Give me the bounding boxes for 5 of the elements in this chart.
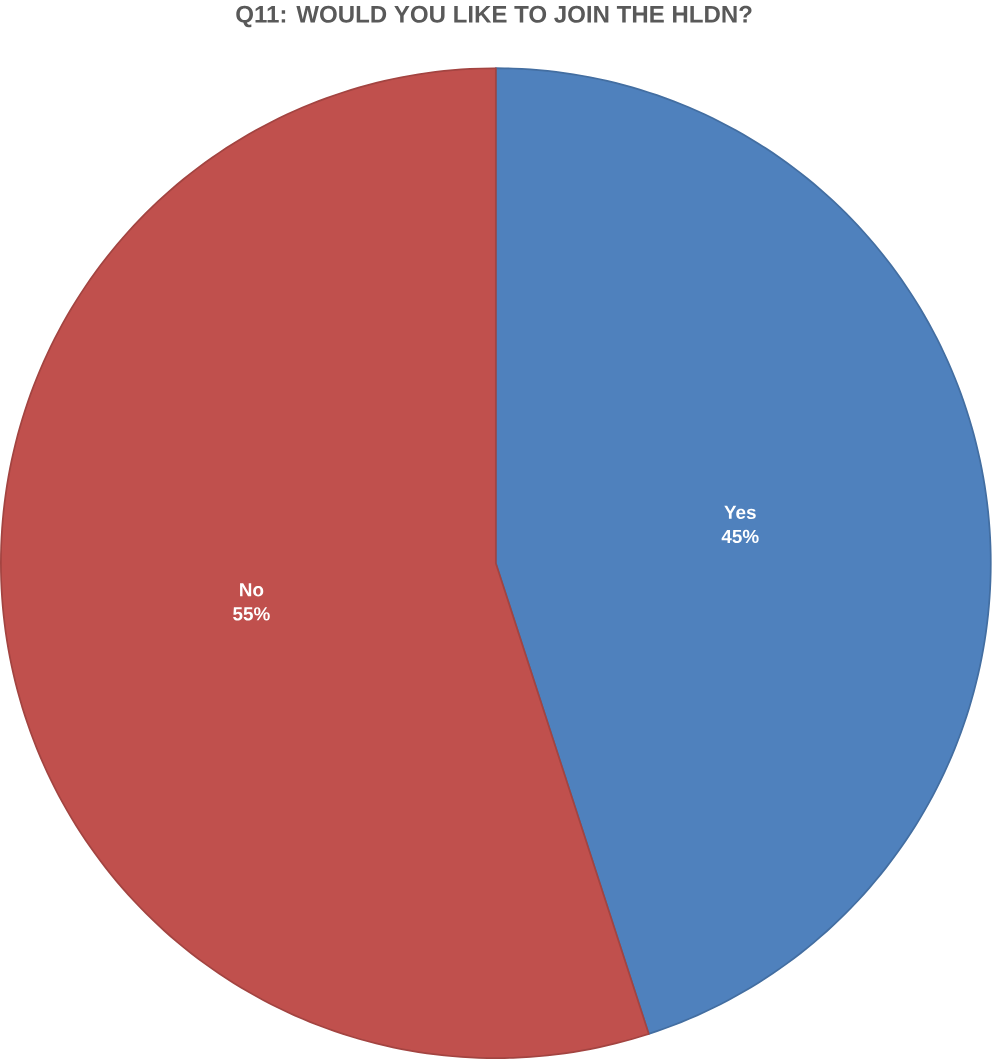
data-label: 45%: [721, 529, 759, 544]
slice-label: Yes: [724, 505, 756, 520]
data-label: 55%: [233, 607, 270, 621]
chart-title: Q11: WOULD YOU LIKE TO JOIN THE HLDN?: [236, 5, 752, 28]
slice-label: No: [240, 583, 264, 597]
